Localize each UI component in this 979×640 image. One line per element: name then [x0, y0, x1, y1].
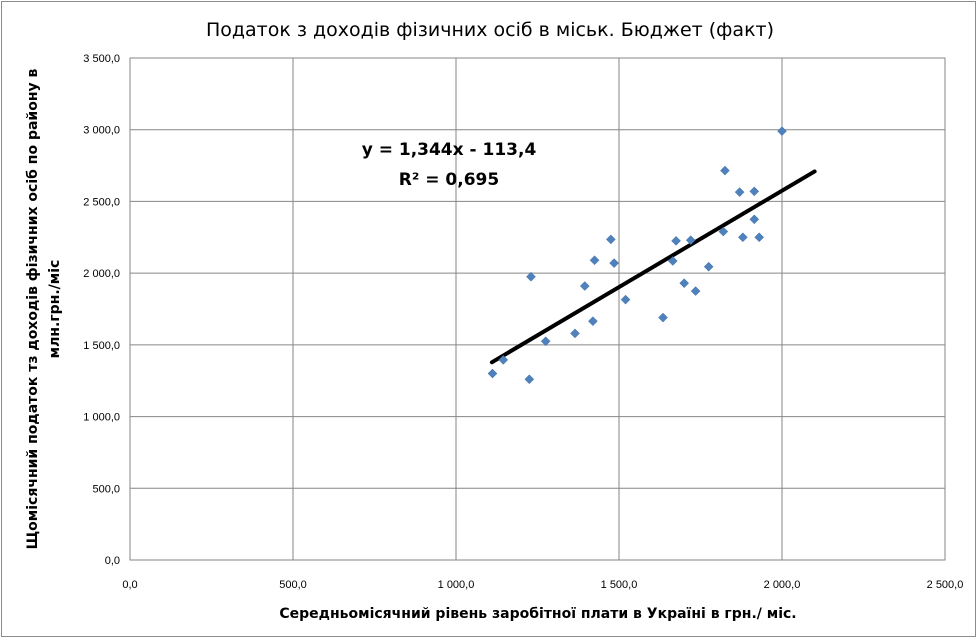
- x-tick-label: 2 500,0: [927, 579, 964, 591]
- y-axis-title-line-2: млн.грн./міс: [47, 260, 63, 359]
- data-point-marker: [498, 355, 509, 365]
- y-tick-label: 3 000,0: [83, 125, 120, 137]
- data-point-marker: [754, 232, 765, 243]
- data-point-marker: [738, 232, 748, 243]
- x-tick-label: 500,0: [279, 579, 307, 591]
- trendline-segment: [489, 169, 817, 365]
- data-point-marker: [734, 187, 745, 197]
- data-point-marker: [749, 214, 760, 225]
- plot-area-border: [129, 57, 946, 561]
- data-point-marker: [749, 186, 760, 197]
- data-point-marker: [777, 126, 787, 137]
- data-point-marker: [685, 235, 696, 246]
- data-point-marker: [667, 256, 678, 266]
- data-point-marker: [609, 258, 619, 268]
- data-point-marker: [588, 316, 598, 327]
- data-point-marker: [679, 278, 690, 289]
- x-tick-label: 0,0: [122, 579, 137, 591]
- data-points: [487, 126, 787, 385]
- chart-title: Податок з доходів фізичних осіб в міськ.…: [206, 19, 774, 41]
- data-point-marker: [720, 165, 730, 176]
- data-point-marker: [570, 328, 580, 339]
- y-tick-label: 500,0: [92, 483, 120, 495]
- y-tick-label: 0,0: [105, 555, 120, 567]
- x-tick-label: 2 000,0: [764, 579, 801, 591]
- axis-ticks: 0,0 500,0 1 000,0 1 500,0 2 000,0 2 500,0 0,0 5…: [83, 53, 963, 591]
- x-tick-label: 1 000,0: [438, 579, 475, 591]
- data-point-marker: [605, 234, 616, 245]
- y-axis-title: Щомісячний податок тз доходів фізичних о…: [25, 68, 63, 549]
- y-tick-label: 1 500,0: [83, 340, 120, 352]
- y-tick-label: 2 500,0: [83, 196, 120, 208]
- data-point-marker: [589, 255, 600, 266]
- trendline: [489, 169, 817, 365]
- data-point-marker: [487, 368, 498, 379]
- data-point-marker: [540, 336, 551, 347]
- grid-lines: [129, 57, 946, 561]
- data-point-marker: [718, 226, 729, 237]
- r-squared-label: R² = 0,695: [399, 170, 499, 190]
- data-point-marker: [703, 261, 714, 272]
- data-point-marker: [579, 281, 590, 291]
- trendline-equation: y = 1,344x - 113,4: [362, 140, 537, 160]
- x-axis-title: Середньомісячний рівень заробітної плати…: [279, 606, 796, 622]
- y-axis-title-line-1: Щомісячний податок тз доходів фізичних о…: [25, 68, 41, 549]
- y-tick-label: 3 500,0: [83, 53, 120, 65]
- data-point-marker: [671, 236, 681, 246]
- data-point-marker: [524, 374, 535, 385]
- y-tick-label: 1 000,0: [83, 412, 120, 424]
- data-point-marker: [620, 294, 631, 305]
- x-tick-label: 1 500,0: [601, 579, 638, 591]
- data-point-marker: [658, 312, 668, 323]
- data-point-marker: [690, 286, 701, 296]
- y-tick-label: 2 000,0: [83, 268, 120, 280]
- data-point-marker: [526, 271, 536, 282]
